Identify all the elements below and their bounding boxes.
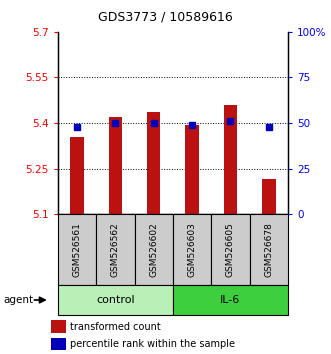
Bar [185, 125, 199, 214]
Bar [51, 320, 66, 333]
Text: GSM526605: GSM526605 [226, 222, 235, 277]
Bar [224, 105, 237, 214]
Bar [147, 112, 161, 214]
Bar [173, 214, 211, 285]
Text: percentile rank within the sample: percentile rank within the sample [70, 339, 235, 349]
Bar [211, 214, 250, 285]
Bar [135, 214, 173, 285]
Text: GSM526678: GSM526678 [264, 222, 273, 277]
Bar [71, 137, 84, 214]
Bar [58, 285, 173, 315]
Text: control: control [96, 295, 135, 305]
Bar [58, 214, 96, 285]
Text: GDS3773 / 10589616: GDS3773 / 10589616 [98, 11, 233, 24]
Bar [262, 179, 275, 214]
Bar [173, 285, 288, 315]
Bar [109, 117, 122, 214]
Text: GSM526561: GSM526561 [72, 222, 82, 277]
Bar [96, 214, 135, 285]
Text: GSM526602: GSM526602 [149, 222, 158, 277]
Bar [51, 338, 66, 350]
Text: transformed count: transformed count [70, 322, 161, 332]
Text: GSM526562: GSM526562 [111, 222, 120, 277]
Text: agent: agent [3, 295, 33, 305]
Bar [250, 214, 288, 285]
Text: IL-6: IL-6 [220, 295, 241, 305]
Text: GSM526603: GSM526603 [188, 222, 197, 277]
